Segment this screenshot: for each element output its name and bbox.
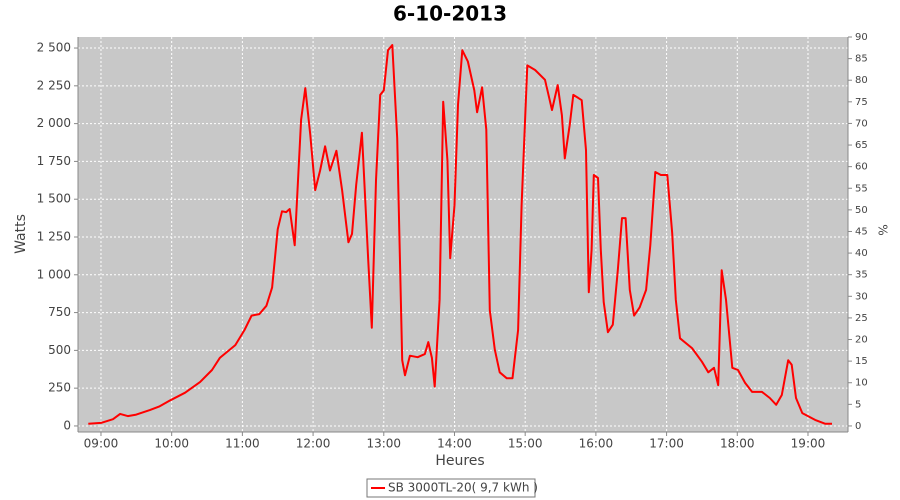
y2-tick-label: 50: [855, 205, 868, 216]
x-tick-label: 19:00: [791, 437, 826, 451]
y-tick-label: 1 750: [37, 154, 71, 168]
legend-label: SB 3000TL-20( 9,7 kWh ): [388, 481, 538, 495]
y-tick-label: 1 500: [37, 192, 71, 206]
y2-tick-label: 15: [855, 356, 868, 367]
y2-tick-label: 25: [855, 313, 868, 324]
y2-tick-label: 85: [855, 54, 868, 65]
legend: [366, 478, 536, 498]
x-tick-label: 13:00: [366, 437, 401, 451]
x-tick-label: 17:00: [649, 437, 684, 451]
y2-tick-label: 40: [855, 248, 868, 259]
y2-tick-label: 5: [855, 399, 861, 410]
y-tick-label: 500: [48, 343, 71, 357]
plot-area: [78, 37, 848, 432]
y-tick-label: 250: [48, 381, 71, 395]
x-tick-label: 16:00: [579, 437, 614, 451]
y2-tick-label: 75: [855, 97, 868, 108]
y-tick-label: 750: [48, 305, 71, 319]
y-axis-label: Watts: [13, 214, 29, 254]
x-axis-label: Heures: [435, 453, 484, 469]
y2-tick-label: 55: [855, 183, 868, 194]
x-tick-label: 10:00: [154, 437, 189, 451]
series-line: [88, 44, 832, 425]
y2-tick-label: 30: [855, 291, 868, 302]
y2-tick-label: 90: [855, 32, 868, 43]
y2-tick-label: 70: [855, 118, 868, 129]
y-tick-label: 1 000: [37, 267, 71, 281]
y-tick-label: 2 000: [37, 116, 71, 130]
y2-tick-label: 45: [855, 226, 868, 237]
y2-tick-label: 20: [855, 335, 868, 346]
x-tick-label: 14:00: [437, 437, 472, 451]
x-tick-label: 15:00: [508, 437, 543, 451]
y2-tick-label: 35: [855, 270, 868, 281]
chart-title: 6-10-2013: [393, 2, 507, 26]
y2-tick-label: 65: [855, 140, 868, 151]
y2-tick-label: 80: [855, 75, 868, 86]
x-tick-label: 11:00: [225, 437, 260, 451]
y2-axis-label: %: [876, 224, 890, 235]
x-tick-label: 09:00: [84, 437, 119, 451]
y-tick-label: 2 250: [37, 78, 71, 92]
y2-tick-label: 60: [855, 162, 868, 173]
y-tick-label: 1 250: [37, 229, 71, 243]
y2-tick-label: 0: [855, 421, 861, 432]
y2-tick-label: 10: [855, 378, 868, 389]
y-tick-label: 2 500: [37, 41, 71, 55]
x-tick-label: 18:00: [720, 437, 755, 451]
y-tick-label: 0: [63, 418, 71, 432]
x-tick-label: 12:00: [296, 437, 331, 451]
